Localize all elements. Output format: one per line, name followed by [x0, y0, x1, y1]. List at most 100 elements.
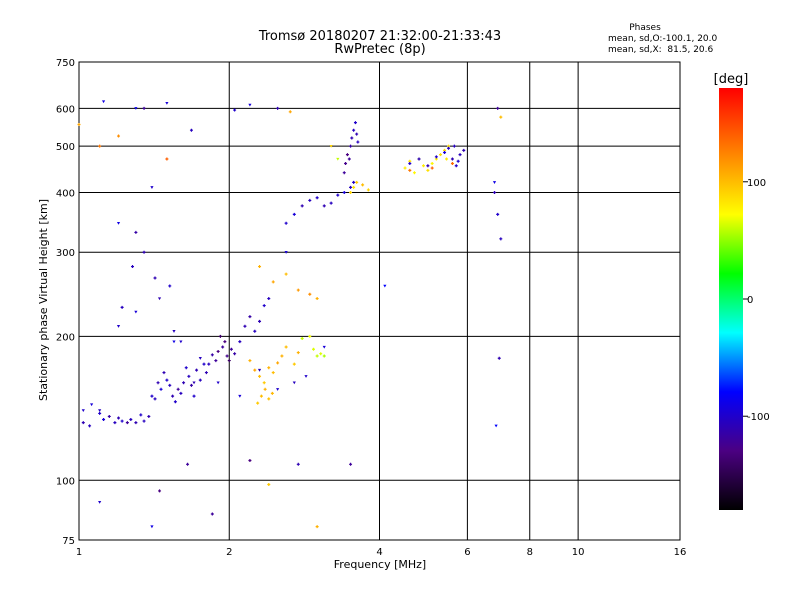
o-mode-point	[322, 204, 326, 208]
o-mode-point	[353, 121, 357, 125]
x-mode-point	[276, 388, 280, 391]
o-mode-point	[280, 354, 284, 358]
o-mode-point	[284, 272, 288, 276]
o-mode-point	[158, 489, 162, 493]
o-mode-point	[210, 512, 214, 516]
x-mode-point	[98, 500, 102, 504]
o-mode-point	[366, 188, 370, 192]
o-mode-point	[176, 387, 180, 391]
o-mode-point	[352, 128, 356, 132]
o-mode-point	[187, 374, 191, 378]
o-mode-point	[349, 462, 353, 466]
o-mode-point	[102, 418, 106, 422]
o-mode-point	[88, 424, 92, 428]
o-mode-point	[349, 144, 353, 148]
o-mode-point	[342, 171, 346, 175]
o-mode-point	[462, 148, 466, 152]
o-mode-point	[223, 340, 227, 344]
o-mode-point	[315, 196, 319, 200]
o-mode-point	[182, 381, 186, 385]
o-mode-point	[204, 371, 208, 375]
x-mode-point	[98, 409, 102, 413]
o-mode-point	[107, 414, 111, 418]
o-mode-point	[248, 359, 252, 363]
x-mode-point	[322, 345, 326, 349]
o-mode-point	[162, 371, 166, 375]
o-mode-point	[270, 391, 274, 395]
x-mode-point	[134, 310, 138, 314]
o-mode-point	[454, 164, 458, 168]
o-mode-point	[355, 180, 359, 184]
o-mode-point	[77, 123, 81, 127]
x-axis-label: Frequency [MHz]	[334, 558, 426, 571]
o-mode-point	[179, 391, 183, 395]
o-mode-point	[308, 334, 312, 338]
o-mode-point	[134, 230, 138, 234]
o-mode-point	[207, 362, 211, 366]
o-mode-point	[98, 411, 102, 415]
o-mode-point	[233, 352, 237, 356]
o-mode-point	[147, 414, 151, 418]
o-mode-point	[229, 347, 233, 351]
o-mode-point	[276, 106, 280, 110]
o-mode-point	[300, 204, 304, 208]
o-mode-point	[218, 334, 222, 338]
o-mode-point	[173, 400, 177, 404]
x-mode-point	[492, 181, 497, 184]
o-mode-point	[452, 144, 456, 148]
o-mode-point	[450, 157, 454, 161]
colorbar-tick-label: 0	[747, 295, 753, 306]
o-mode-point	[186, 462, 190, 466]
o-mode-point	[256, 401, 260, 405]
o-mode-point	[253, 368, 257, 372]
o-mode-point	[439, 153, 442, 157]
o-mode-point	[195, 368, 199, 372]
o-mode-point	[345, 153, 349, 157]
colorbar	[719, 88, 743, 510]
o-mode-point	[168, 383, 172, 387]
o-mode-point	[315, 297, 319, 301]
o-mode-point	[447, 146, 451, 150]
o-mode-point	[117, 134, 121, 138]
o-mode-point	[142, 250, 146, 254]
x-mode-point	[494, 424, 498, 428]
o-mode-point	[262, 381, 266, 385]
y-tick-label: 100	[56, 476, 75, 487]
o-mode-point	[253, 329, 257, 333]
o-mode-point	[263, 387, 267, 391]
o-mode-point	[496, 106, 500, 110]
x-mode-point	[336, 157, 340, 161]
o-mode-point	[443, 150, 447, 154]
o-mode-point	[233, 108, 237, 112]
o-mode-point	[356, 140, 360, 144]
o-mode-point	[421, 164, 425, 168]
y-tick-label: 600	[56, 104, 75, 115]
o-mode-point	[243, 324, 247, 328]
o-mode-point	[408, 161, 412, 165]
x-mode-point	[284, 251, 288, 254]
o-mode-point	[284, 221, 288, 225]
o-mode-point	[192, 394, 196, 398]
o-mode-point	[496, 212, 500, 216]
o-mode-point	[258, 265, 262, 269]
x-mode-point	[292, 381, 296, 385]
o-mode-point	[210, 353, 214, 357]
o-mode-point	[198, 378, 202, 382]
o-mode-point	[426, 168, 430, 172]
o-mode-point	[238, 340, 242, 344]
o-mode-point	[98, 144, 102, 148]
o-mode-point	[292, 212, 296, 216]
o-mode-point	[347, 157, 351, 161]
o-mode-point	[168, 284, 172, 288]
o-mode-point	[267, 482, 271, 486]
o-mode-point	[315, 354, 319, 358]
o-mode-point	[292, 362, 296, 366]
o-mode-point	[284, 345, 288, 349]
o-mode-point	[336, 193, 340, 197]
o-mode-point	[349, 190, 353, 194]
o-mode-point	[497, 356, 501, 360]
o-mode-point	[120, 419, 124, 423]
o-mode-point	[344, 161, 348, 165]
o-mode-point	[355, 132, 359, 136]
phases-o-stats: mean, sd,O:-100.1, 20.0	[608, 34, 718, 44]
